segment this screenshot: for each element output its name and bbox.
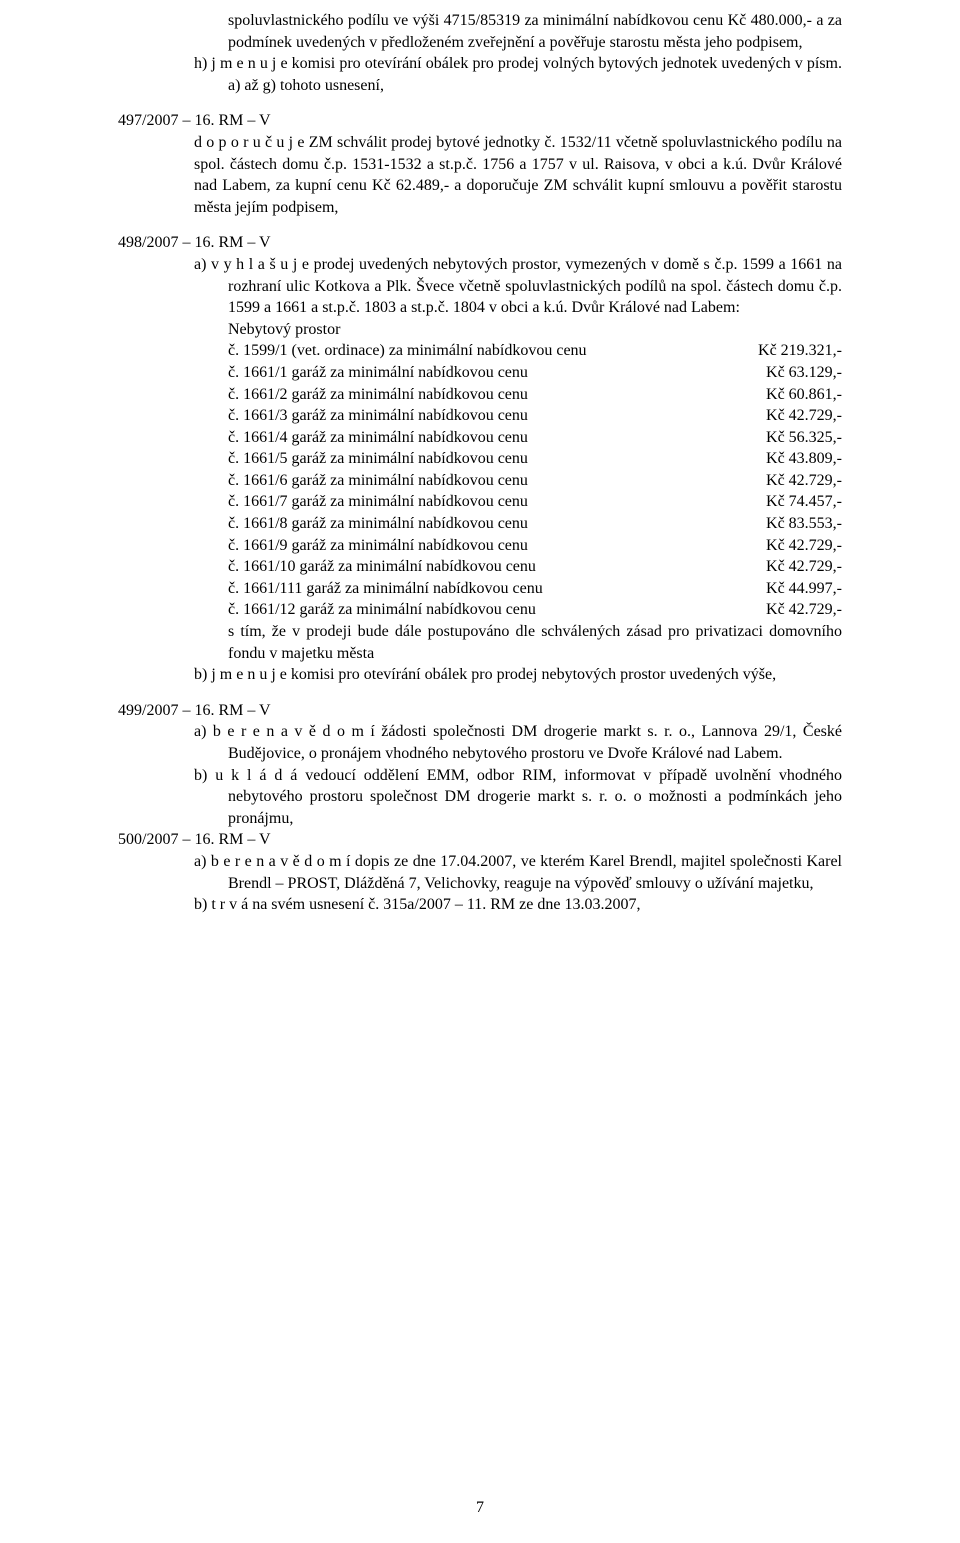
price-label: č. 1661/2 garáž za minimální nabídkovou … xyxy=(228,384,742,406)
section-499-item-a: a) b e r e n a v ě d o m í žádosti spole… xyxy=(118,721,842,764)
intro-item-h: h) j m e n u j e komisi pro otevírání ob… xyxy=(118,53,842,96)
price-row: č. 1661/4 garáž za minimální nabídkovou … xyxy=(228,427,842,449)
price-label: č. 1661/5 garáž za minimální nabídkovou … xyxy=(228,448,742,470)
price-label: č. 1661/10 garáž za minimální nabídkovou… xyxy=(228,556,742,578)
price-row: č. 1661/9 garáž za minimální nabídkovou … xyxy=(228,535,842,557)
price-row: č. 1661/111 garáž za minimální nabídkovo… xyxy=(228,578,842,600)
price-value: Kč 42.729,- xyxy=(742,470,842,492)
price-label: č. 1661/3 garáž za minimální nabídkovou … xyxy=(228,405,742,427)
price-label: č. 1599/1 (vet. ordinace) za minimální n… xyxy=(228,340,734,362)
price-list: č. 1599/1 (vet. ordinace) za minimální n… xyxy=(118,340,842,621)
price-value: Kč 42.729,- xyxy=(742,405,842,427)
price-row: č. 1661/5 garáž za minimální nabídkovou … xyxy=(228,448,842,470)
price-label: č. 1661/1 garáž za minimální nabídkovou … xyxy=(228,362,742,384)
price-row: č. 1661/3 garáž za minimální nabídkovou … xyxy=(228,405,842,427)
price-row: č. 1661/8 garáž za minimální nabídkovou … xyxy=(228,513,842,535)
price-value: Kč 74.457,- xyxy=(742,491,842,513)
section-498-heading: 498/2007 – 16. RM – V xyxy=(118,232,842,254)
section-498-item-a-tail: s tím, že v prodeji bude dále postupován… xyxy=(118,621,842,664)
price-value: Kč 219.321,- xyxy=(734,340,842,362)
section-499-item-b: b) u k l á d á vedoucí oddělení EMM, odb… xyxy=(118,765,842,830)
price-row: č. 1661/10 garáž za minimální nabídkovou… xyxy=(228,556,842,578)
intro-line: spoluvlastnického podílu ve výši 4715/85… xyxy=(118,10,842,53)
section-497-heading: 497/2007 – 16. RM – V xyxy=(118,110,842,132)
section-500-heading: 500/2007 – 16. RM – V xyxy=(118,829,842,851)
price-value: Kč 56.325,- xyxy=(742,427,842,449)
price-row: č. 1661/2 garáž za minimální nabídkovou … xyxy=(228,384,842,406)
page-number: 7 xyxy=(0,1497,960,1519)
price-row: č. 1599/1 (vet. ordinace) za minimální n… xyxy=(228,340,842,362)
section-498-item-a-intro: a) v y h l a š u j e prodej uvedených ne… xyxy=(118,254,842,319)
price-label: č. 1661/7 garáž za minimální nabídkovou … xyxy=(228,491,742,513)
page: spoluvlastnického podílu ve výši 4715/85… xyxy=(0,0,960,1543)
section-498-item-b: b) j m e n u j e komisi pro otevírání ob… xyxy=(118,664,842,686)
price-value: Kč 42.729,- xyxy=(742,535,842,557)
price-value: Kč 42.729,- xyxy=(742,556,842,578)
price-label: č. 1661/111 garáž za minimální nabídkovo… xyxy=(228,578,742,600)
section-500-item-a: a) b e r e n a v ě d o m í dopis ze dne … xyxy=(118,851,842,894)
price-row: č. 1661/7 garáž za minimální nabídkovou … xyxy=(228,491,842,513)
price-label: č. 1661/12 garáž za minimální nabídkovou… xyxy=(228,599,742,621)
price-value: Kč 42.729,- xyxy=(742,599,842,621)
price-row: č. 1661/1 garáž za minimální nabídkovou … xyxy=(228,362,842,384)
price-value: Kč 60.861,- xyxy=(742,384,842,406)
price-value: Kč 44.997,- xyxy=(742,578,842,600)
price-value: Kč 83.553,- xyxy=(742,513,842,535)
section-500-item-b: b) t r v á na svém usnesení č. 315a/2007… xyxy=(118,894,842,916)
section-497-body: d o p o r u č u j e ZM schválit prodej b… xyxy=(118,132,842,218)
nebytovy-prostor-label: Nebytový prostor xyxy=(118,319,842,341)
section-499-heading: 499/2007 – 16. RM – V xyxy=(118,700,842,722)
price-label: č. 1661/8 garáž za minimální nabídkovou … xyxy=(228,513,742,535)
price-label: č. 1661/6 garáž za minimální nabídkovou … xyxy=(228,470,742,492)
price-label: č. 1661/9 garáž za minimální nabídkovou … xyxy=(228,535,742,557)
price-row: č. 1661/6 garáž za minimální nabídkovou … xyxy=(228,470,842,492)
price-label: č. 1661/4 garáž za minimální nabídkovou … xyxy=(228,427,742,449)
price-row: č. 1661/12 garáž za minimální nabídkovou… xyxy=(228,599,842,621)
price-value: Kč 43.809,- xyxy=(742,448,842,470)
price-value: Kč 63.129,- xyxy=(742,362,842,384)
